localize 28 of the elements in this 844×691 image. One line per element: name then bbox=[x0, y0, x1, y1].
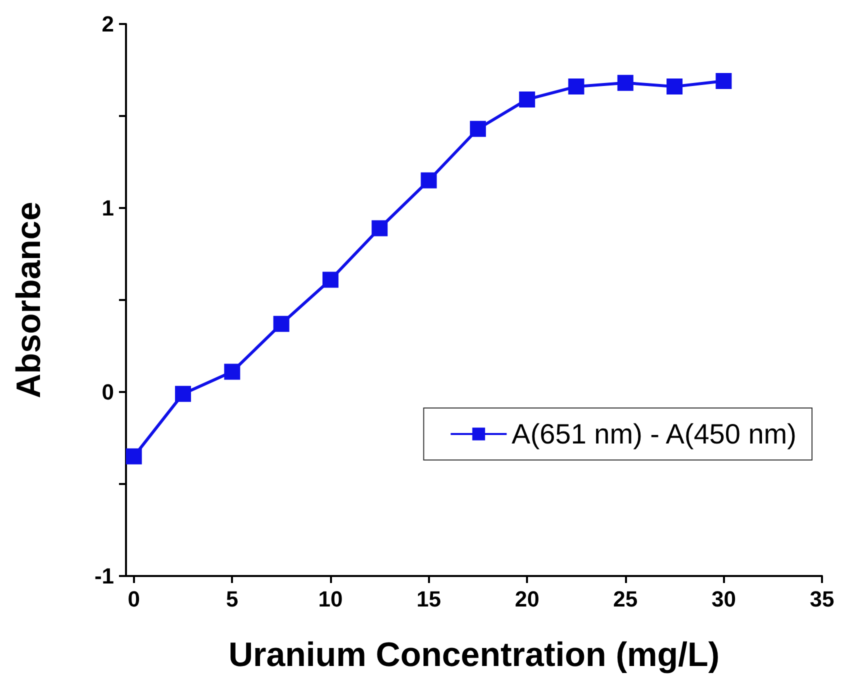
point bbox=[175, 386, 192, 402]
x-tick-label: 15 bbox=[416, 586, 442, 612]
point bbox=[273, 316, 290, 332]
x-axis-title: Uranium Concentration (mg/L) bbox=[228, 636, 720, 674]
y-tick-label: -1 bbox=[94, 564, 114, 588]
x-tick-label: 25 bbox=[613, 586, 638, 612]
y-axis-title: Absorbance bbox=[10, 202, 48, 398]
point bbox=[126, 448, 142, 464]
y-tick-label: 1 bbox=[102, 196, 114, 220]
x-tick-label: 20 bbox=[514, 586, 540, 612]
point bbox=[224, 364, 240, 380]
point bbox=[470, 120, 486, 137]
y-tick-label: 0 bbox=[102, 380, 114, 404]
point bbox=[716, 73, 732, 90]
point bbox=[519, 91, 536, 108]
point bbox=[617, 74, 634, 91]
x-tick-label: 30 bbox=[711, 586, 736, 612]
x-tick-label: 5 bbox=[226, 586, 238, 612]
point bbox=[666, 78, 683, 95]
y-tick-label: 2 bbox=[102, 12, 114, 36]
point bbox=[420, 172, 437, 188]
point bbox=[568, 78, 584, 95]
x-tick-label: 0 bbox=[128, 586, 140, 612]
point bbox=[322, 272, 338, 288]
x-tick-label: 10 bbox=[318, 586, 343, 612]
point bbox=[372, 220, 388, 236]
x-tick-label: 35 bbox=[810, 586, 834, 612]
legend-label: A(651 nm) - A(450 nm) bbox=[512, 418, 796, 450]
